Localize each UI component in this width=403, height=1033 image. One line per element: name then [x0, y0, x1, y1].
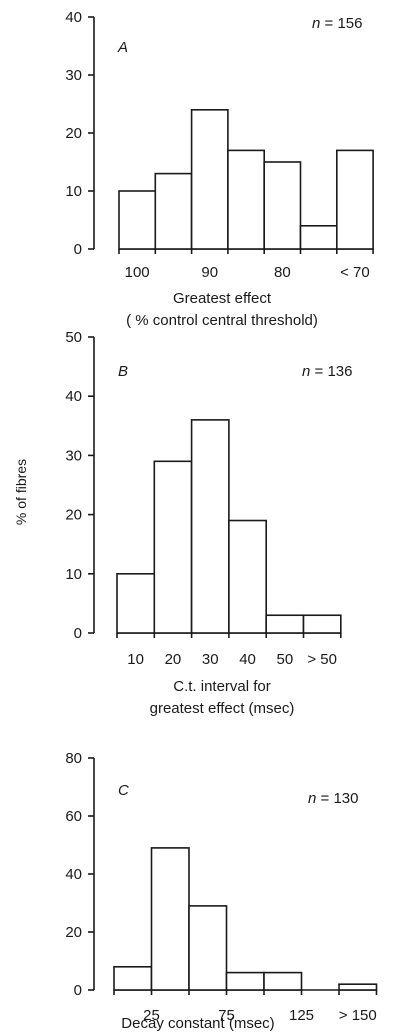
x-tick-label: 90: [201, 264, 218, 281]
x-tick-label: 30: [202, 651, 219, 668]
sample-size-label: n = 136: [302, 363, 352, 380]
histogram-bar: [227, 149, 265, 250]
histogram-bar: [190, 419, 230, 634]
y-tick-label: 20: [65, 507, 82, 524]
histogram-bar: [265, 614, 305, 634]
histogram-bar: [228, 519, 267, 634]
panel-label: A: [117, 39, 128, 56]
x-axis-label: C.t. interval for: [173, 678, 271, 695]
histogram-bar: [190, 109, 229, 250]
y-tick-label: 0: [74, 625, 82, 642]
histogram-bar: [225, 971, 265, 991]
n-symbol: n: [312, 15, 320, 32]
histogram-bar: [153, 460, 193, 634]
y-tick-label: 80: [65, 750, 82, 767]
y-tick-label: 20: [65, 125, 82, 142]
sample-size-label: n = 156: [312, 15, 362, 32]
panel-label: C: [118, 782, 129, 799]
panel-label: B: [118, 363, 128, 380]
y-tick-label: 40: [65, 388, 82, 405]
y-tick-label: 40: [65, 9, 82, 26]
y-tick-label: 0: [74, 982, 82, 999]
x-tick-label: 125: [289, 1007, 314, 1024]
x-tick-label: 50: [277, 651, 294, 668]
n-value: = 130: [316, 790, 358, 807]
x-axis-label: Greatest effect: [173, 290, 272, 307]
histogram-bar: [263, 161, 302, 250]
histogram-bar: [338, 983, 378, 991]
x-tick-label: 80: [274, 264, 291, 281]
x-tick-label: > 150: [339, 1007, 377, 1024]
y-tick-label: 60: [65, 808, 82, 825]
x-tick-label: 40: [239, 651, 256, 668]
y-tick-label: 0: [74, 241, 82, 258]
x-tick-label: 75: [218, 1007, 235, 1024]
n-value: = 156: [320, 15, 362, 32]
y-tick-label: 30: [65, 67, 82, 84]
y-axis-label: % of fibres: [13, 459, 29, 525]
y-tick-label: 20: [65, 924, 82, 941]
x-tick-label: < 70: [340, 264, 370, 281]
n-symbol: n: [308, 790, 316, 807]
histogram-bar: [154, 172, 193, 250]
histogram-bar: [150, 847, 190, 991]
n-symbol: n: [302, 363, 310, 380]
x-tick-label: 10: [127, 651, 144, 668]
histogram-bar: [118, 190, 157, 250]
histogram-bar: [188, 905, 228, 991]
x-axis-label: ( % control central threshold): [126, 312, 318, 329]
y-tick-label: 50: [65, 329, 82, 346]
x-axis-label: Decay constant (msec): [121, 1015, 274, 1032]
y-tick-label: 10: [65, 183, 82, 200]
x-tick-label: > 50: [307, 651, 337, 668]
histogram-bar: [116, 572, 156, 634]
x-axis-label: greatest effect (msec): [150, 700, 295, 717]
y-tick-label: 10: [65, 566, 82, 583]
y-tick-label: 30: [65, 447, 82, 464]
sample-size-label: n = 130: [308, 790, 358, 807]
x-tick-label: 20: [165, 651, 182, 668]
histogram-bar: [263, 971, 303, 991]
histogram-bar: [113, 965, 153, 991]
x-tick-label: 100: [125, 264, 150, 281]
histogram-bar: [299, 225, 338, 250]
histogram-bar: [335, 149, 374, 250]
histogram-bar: [302, 614, 342, 634]
n-value: = 136: [310, 363, 352, 380]
y-tick-label: 40: [65, 866, 82, 883]
x-tick-label: 25: [143, 1007, 160, 1024]
